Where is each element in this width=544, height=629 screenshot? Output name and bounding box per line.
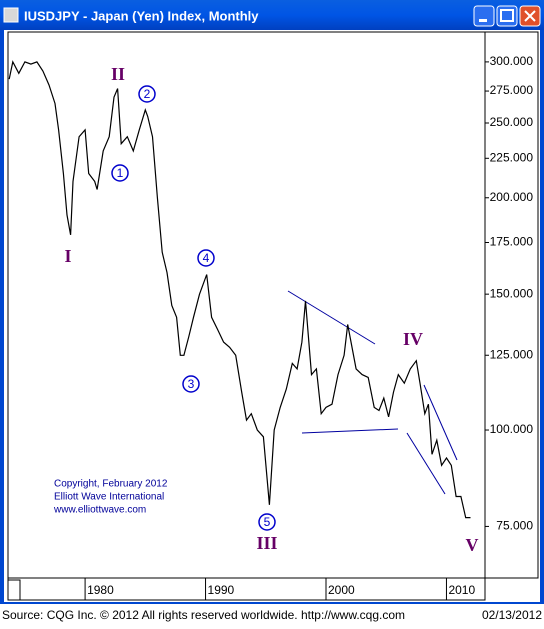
copyright-note: Copyright, February 2012: [54, 479, 168, 490]
wave-label: II: [111, 64, 125, 84]
y-tick-label: 225.000: [490, 150, 534, 164]
y-axis-area: [484, 31, 539, 579]
minimize-button[interactable]: [473, 5, 495, 27]
price-line: [8, 60, 471, 519]
trend-lines: [287, 290, 458, 495]
x-tick-label: 1990: [208, 583, 235, 597]
maximize-button[interactable]: [496, 5, 518, 27]
wave-label: IV: [403, 329, 423, 349]
footer-date: 02/13/2012: [482, 608, 542, 622]
plot-area: [7, 31, 486, 579]
y-tick-label: 150.000: [490, 286, 534, 300]
wave-circle: [111, 164, 129, 182]
wave-circle: [138, 85, 156, 103]
wave-circle: [258, 513, 276, 531]
wave-label: III: [256, 533, 277, 553]
y-tick-label: 125.000: [490, 347, 534, 361]
copyright-note: Elliott Wave International: [54, 492, 164, 503]
y-tick-label: 100.000: [490, 422, 534, 436]
scroll-box[interactable]: [7, 579, 21, 601]
wave-label: I: [64, 246, 71, 266]
y-tick-label: 175.000: [490, 235, 534, 249]
minor-wave-label: 5: [264, 515, 271, 529]
app-icon: [3, 7, 19, 23]
wave-circle: [197, 249, 215, 267]
close-button[interactable]: [519, 5, 541, 27]
minor-wave-label: 1: [117, 166, 124, 180]
window-title: IUSDJPY - Japan (Yen) Index, Monthly: [24, 8, 259, 23]
y-tick-label: 300.000: [490, 54, 534, 68]
title-bar: [0, 0, 544, 30]
wave-label: V: [466, 535, 479, 555]
x-tick-label: 2010: [448, 583, 475, 597]
footer-source: Source: CQG Inc. © 2012 All rights reser…: [2, 608, 405, 622]
x-tick-label: 1980: [87, 583, 114, 597]
y-tick-label: 200.000: [490, 190, 534, 204]
y-tick-label: 250.000: [490, 115, 534, 129]
minor-wave-label: 3: [188, 377, 195, 391]
y-tick-label: 75.000: [496, 519, 533, 533]
footer-bar: [0, 604, 544, 624]
wave-circle: [182, 375, 200, 393]
y-tick-label: 275.000: [490, 83, 534, 97]
minor-wave-label: 2: [144, 87, 151, 101]
x-tick-label: 2000: [328, 583, 355, 597]
minor-wave-label: 4: [203, 251, 210, 265]
x-axis-area: [7, 577, 486, 601]
copyright-note: www.elliottwave.com: [53, 505, 146, 516]
